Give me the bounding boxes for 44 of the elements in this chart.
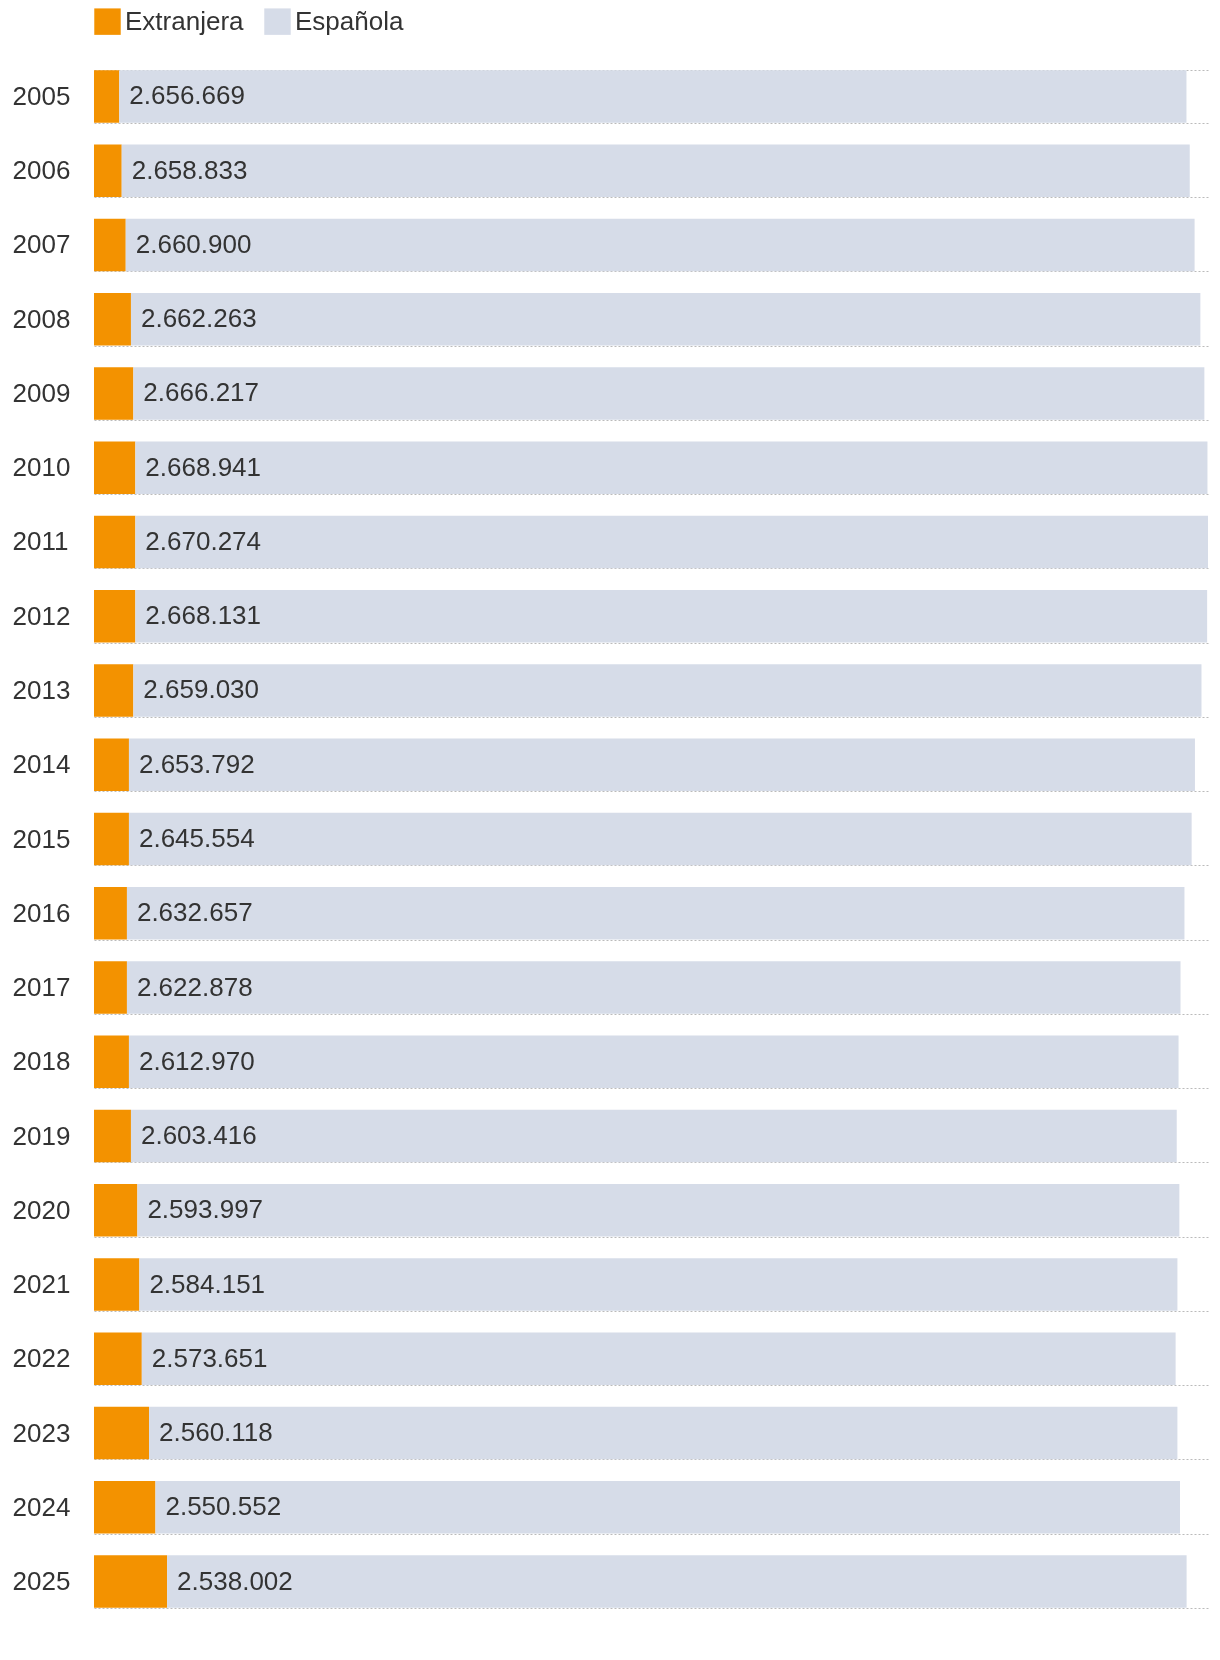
y-tick-label: 2024 bbox=[12, 1491, 71, 1522]
data-label: 2.550.552 bbox=[165, 1491, 282, 1522]
data-label: 2.666.217 bbox=[143, 377, 260, 408]
y-tick-label: 2018 bbox=[12, 1046, 71, 1077]
data-label: 2.632.657 bbox=[136, 897, 253, 928]
legend-label: Extranjera bbox=[125, 5, 245, 36]
data-label: 2.662.263 bbox=[140, 303, 257, 334]
y-tick-label: 2010 bbox=[12, 452, 71, 483]
y-tick-label: 2007 bbox=[12, 229, 71, 260]
y-tick-label: 2019 bbox=[12, 1120, 71, 1151]
y-tick-label: 2020 bbox=[12, 1194, 71, 1225]
data-label: 2.668.941 bbox=[145, 451, 262, 482]
data-label: 2.612.970 bbox=[138, 1045, 255, 1076]
y-tick-label: 2025 bbox=[12, 1566, 71, 1596]
y-tick-label: 2011 bbox=[12, 526, 69, 557]
data-label: 2.653.792 bbox=[138, 748, 255, 779]
y-tick-label: 2012 bbox=[12, 600, 71, 631]
y-tick-label: 2013 bbox=[12, 675, 71, 705]
y-tick-label: 2006 bbox=[12, 155, 71, 186]
data-label: 2.622.878 bbox=[136, 971, 253, 1002]
y-tick-label: 2014 bbox=[12, 749, 71, 780]
data-label: 2.584.151 bbox=[149, 1268, 266, 1299]
data-label: 2.660.900 bbox=[135, 229, 252, 259]
data-label: 2.593.997 bbox=[147, 1194, 264, 1225]
y-tick-label: 2017 bbox=[12, 972, 71, 1002]
data-label: 2.668.131 bbox=[145, 600, 262, 631]
y-tick-label: 2015 bbox=[12, 823, 71, 854]
y-tick-label: 2022 bbox=[12, 1343, 71, 1374]
data-label: 2.658.833 bbox=[131, 154, 248, 185]
data-label: 2.603.416 bbox=[140, 1120, 257, 1150]
y-tick-label: 2016 bbox=[12, 897, 71, 928]
data-label: 2.670.274 bbox=[145, 526, 262, 556]
data-label: 2.659.030 bbox=[143, 674, 260, 705]
data-label: 2.560.118 bbox=[159, 1417, 273, 1447]
y-tick-label: 2005 bbox=[12, 81, 71, 111]
data-label: 2.573.651 bbox=[151, 1342, 268, 1373]
legend-label: Española bbox=[295, 5, 404, 36]
y-tick-label: 2009 bbox=[12, 378, 71, 408]
y-tick-label: 2023 bbox=[12, 1417, 71, 1448]
data-label: 2.538.002 bbox=[177, 1565, 293, 1596]
data-label: 2.656.669 bbox=[129, 80, 245, 111]
y-tick-label: 2008 bbox=[12, 303, 71, 334]
data-label: 2.645.554 bbox=[138, 823, 255, 853]
y-tick-label: 2021 bbox=[12, 1269, 71, 1299]
